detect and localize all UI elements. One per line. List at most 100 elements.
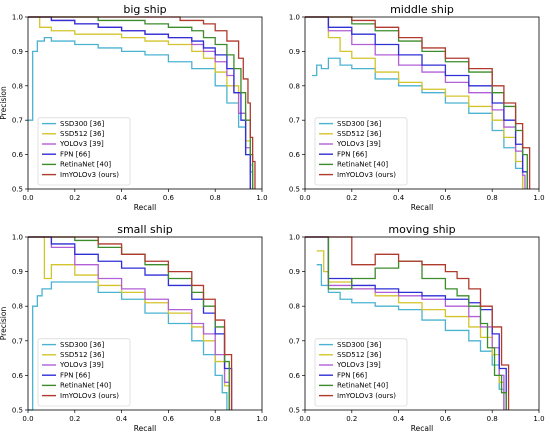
chart-title: moving ship xyxy=(388,223,455,236)
y-tick-label: 0.7 xyxy=(289,337,300,345)
y-tick-label: 0.9 xyxy=(289,268,300,276)
x-tick-label: 0.2 xyxy=(69,415,80,423)
x-tick-label: 0.4 xyxy=(393,194,405,202)
chart-2: small ship 0.0 0.2 0.4 0.6 0.8 1.0 0.5 0.6 0.7 0.8… xyxy=(0,223,268,433)
legend-label: RetinaNet [40] xyxy=(60,161,111,169)
series-line-3 xyxy=(28,16,251,189)
y-tick-label: 1.0 xyxy=(12,234,23,242)
y-tick-label: 0.8 xyxy=(289,82,300,90)
legend: SSD300 [36] SSD512 [36] YOLOv3 [39] FPN [66… xyxy=(314,117,408,186)
series-line-2 xyxy=(305,16,526,189)
x-tick-label: 0.2 xyxy=(69,194,80,202)
x-tick-label: 0.2 xyxy=(346,415,357,423)
legend-label: RetinaNet [40] xyxy=(60,382,111,390)
legend-label: YOLOv3 [39] xyxy=(336,140,381,148)
chart-title: small ship xyxy=(117,223,173,236)
x-axis-label: Recall xyxy=(134,424,156,433)
x-tick-label: 0.8 xyxy=(210,194,221,202)
x-tick-label: 0.4 xyxy=(393,415,405,423)
plot-frame xyxy=(304,16,540,190)
y-tick-label: 0.5 xyxy=(289,407,300,415)
legend-label: SSD512 [36] xyxy=(337,130,382,138)
legend-label: FPN [66] xyxy=(60,371,90,379)
x-tick-label: 0.6 xyxy=(440,194,452,202)
legend-label: ImYOLOv3 (ours) xyxy=(60,392,119,400)
legend-label: RetinaNet [40] xyxy=(337,382,388,390)
series-line-4 xyxy=(305,236,507,410)
legend-box xyxy=(314,117,408,186)
x-tick-label: 0.6 xyxy=(163,194,175,202)
series-line-5 xyxy=(305,16,531,189)
chart-title: big ship xyxy=(123,3,166,16)
x-tick-label: 0.8 xyxy=(210,415,221,423)
legend-box xyxy=(37,338,131,407)
chart-0: big ship 0.0 0.2 0.4 0.6 0.8 1.0 0.5 0.6 0.7 0.8 0.… xyxy=(0,3,268,212)
y-tick-label: 0.5 xyxy=(12,186,23,194)
y-tick-label: 0.7 xyxy=(12,117,23,125)
series-line-4 xyxy=(28,16,254,189)
y-tick-label: 1.0 xyxy=(12,14,23,22)
x-tick-label: 1.0 xyxy=(256,415,267,423)
legend-box xyxy=(37,117,131,186)
y-axis-label: Precision xyxy=(0,86,8,120)
y-tick-label: 1.0 xyxy=(289,234,300,242)
legend-label: FPN [66] xyxy=(60,150,90,158)
x-tick-label: 0.4 xyxy=(116,194,128,202)
y-tick-label: 0.8 xyxy=(289,303,300,311)
y-tick-label: 0.6 xyxy=(12,372,24,380)
x-tick-label: 0.8 xyxy=(487,415,498,423)
legend-label: SSD512 [36] xyxy=(60,130,105,138)
y-tick-label: 0.6 xyxy=(12,151,24,159)
x-tick-label: 0.2 xyxy=(346,194,357,202)
y-tick-label: 0.6 xyxy=(289,151,301,159)
x-tick-label: 0.6 xyxy=(163,415,175,423)
x-tick-label: 0.0 xyxy=(22,194,33,202)
y-tick-label: 0.8 xyxy=(12,303,23,311)
series-line-4 xyxy=(305,16,528,189)
y-tick-label: 1.0 xyxy=(289,14,300,22)
x-axis-label: Recall xyxy=(134,203,156,212)
y-tick-label: 0.9 xyxy=(12,268,23,276)
series-line-1 xyxy=(305,16,524,189)
y-tick-label: 0.7 xyxy=(12,337,23,345)
chart-title: middle ship xyxy=(390,3,454,16)
y-tick-label: 0.8 xyxy=(12,82,23,90)
series-line-2 xyxy=(28,236,230,410)
y-tick-label: 0.6 xyxy=(289,372,301,380)
series-line-5 xyxy=(305,236,510,410)
legend-label: SSD512 [36] xyxy=(337,351,382,359)
legend-box xyxy=(314,338,408,407)
legend-label: SSD512 [36] xyxy=(60,351,105,359)
x-tick-label: 0.0 xyxy=(299,415,310,423)
legend-label: FPN [66] xyxy=(337,150,367,158)
legend-label: SSD300 [36] xyxy=(60,120,105,128)
series-line-0 xyxy=(28,281,228,411)
series-line-0 xyxy=(28,36,254,189)
plot-frame xyxy=(27,236,263,411)
y-tick-label: 0.9 xyxy=(12,48,23,56)
series-line-3 xyxy=(305,16,528,189)
plot-frame xyxy=(27,16,263,190)
y-axis-label: Precision xyxy=(0,307,8,341)
y-tick-label: 0.9 xyxy=(289,48,300,56)
y-tick-label: 0.7 xyxy=(289,117,300,125)
legend-label: YOLOv3 [39] xyxy=(59,361,104,369)
legend: SSD300 [36] SSD512 [36] YOLOv3 [39] FPN [66… xyxy=(37,338,131,407)
legend-label: ImYOLOv3 (ours) xyxy=(337,392,396,400)
y-tick-label: 0.5 xyxy=(12,407,23,415)
x-tick-label: 0.8 xyxy=(487,194,498,202)
x-tick-label: 1.0 xyxy=(533,194,544,202)
x-tick-label: 0.4 xyxy=(116,415,128,423)
legend-label: SSD300 [36] xyxy=(60,341,105,349)
x-tick-label: 0.0 xyxy=(299,194,310,202)
legend-label: ImYOLOv3 (ours) xyxy=(337,171,396,179)
legend-label: YOLOv3 [39] xyxy=(336,361,381,369)
x-axis-label: Recall xyxy=(411,203,433,212)
chart-1: middle ship 0.0 0.2 0.4 0.6 0.8 1.0 0.5 0.6 0.7 0.… xyxy=(289,3,545,212)
x-tick-label: 1.0 xyxy=(533,415,544,423)
legend-label: RetinaNet [40] xyxy=(337,161,388,169)
chart-3: moving ship 0.0 0.2 0.4 0.6 0.8 1.0 0.5 0.6 0.7 0.… xyxy=(289,223,545,433)
legend-label: SSD300 [36] xyxy=(337,120,382,128)
x-tick-label: 0.6 xyxy=(440,415,452,423)
